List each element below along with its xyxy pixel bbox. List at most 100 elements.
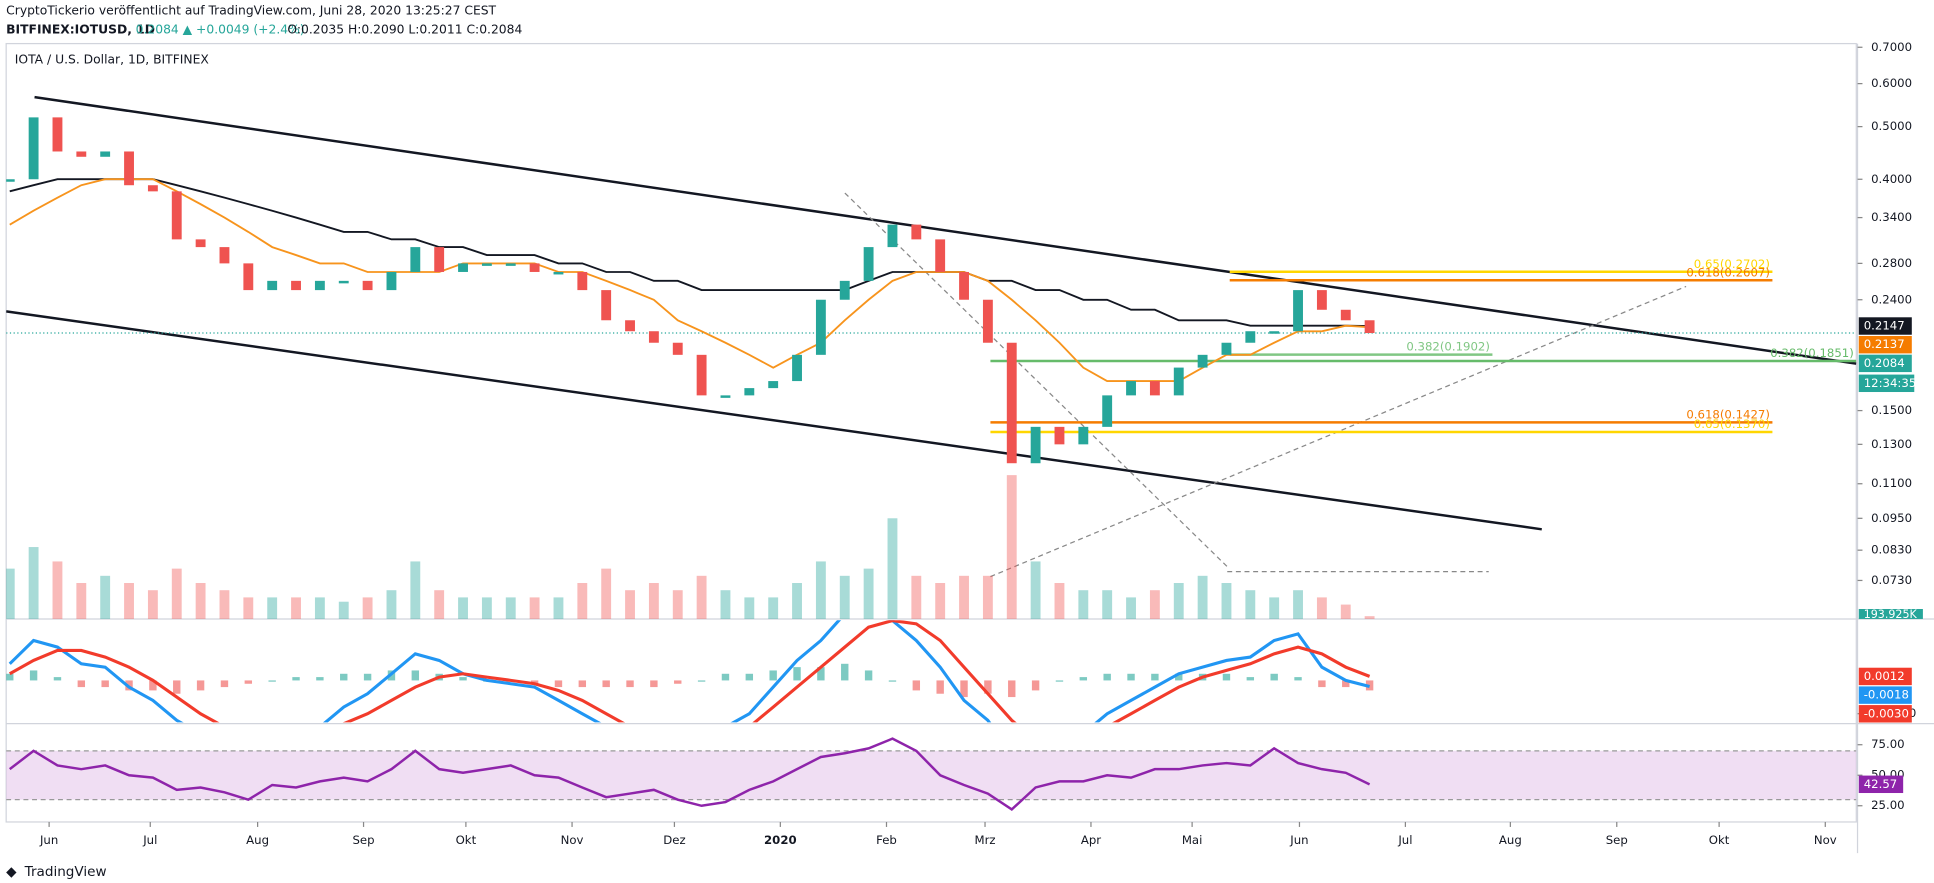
trend-line [6, 310, 1542, 531]
candle [672, 342, 683, 355]
y-tick-label: 0.0950 [1871, 511, 1912, 525]
histogram-bar [1055, 680, 1064, 682]
volume-bar [386, 590, 397, 619]
rsi-pane [6, 737, 1857, 811]
y-tick-label: 0.2400 [1871, 292, 1912, 306]
price-tag [1858, 667, 1912, 686]
candle [935, 239, 946, 272]
brand: ◆ [6, 864, 17, 880]
candle [720, 395, 731, 398]
x-tick-label: Okt [456, 833, 477, 847]
histogram-bar [340, 673, 348, 681]
x-tick-label: 2020 [764, 833, 797, 847]
volume-bar [815, 561, 826, 619]
histogram-bar [220, 680, 229, 688]
x-tick-label: Sep [353, 833, 375, 847]
candle [887, 224, 898, 248]
candle [481, 263, 492, 266]
volume-bar [1173, 583, 1184, 619]
candle [291, 280, 301, 291]
countdown: 12:34:35 [1864, 376, 1917, 390]
volume-bar [6, 568, 15, 619]
macd-pane [6, 620, 1374, 723]
histogram-bar [29, 670, 38, 681]
volume-bar [219, 590, 230, 619]
volume-bar [76, 583, 87, 619]
y-tick-label: 0.4000 [1871, 172, 1912, 186]
histogram-bar [1151, 673, 1159, 681]
histogram-bar [1222, 673, 1231, 681]
histogram-bar [6, 673, 14, 681]
volume-bar [1245, 590, 1256, 619]
volume-bar [1126, 597, 1136, 619]
y-tick-label: 75.00 [1871, 737, 1905, 751]
volume-bar [672, 590, 683, 619]
fib-label: 0.382(0.1902) [1406, 340, 1490, 354]
volume-bar [1364, 616, 1375, 619]
volume-bar [1316, 597, 1327, 619]
price-tag [1858, 335, 1912, 354]
volume-bar [28, 547, 39, 619]
candle [1245, 331, 1256, 343]
candle [362, 280, 373, 291]
volume-bar [505, 597, 516, 619]
candle [1269, 331, 1280, 334]
histogram-bar [244, 680, 253, 684]
price-tag [1858, 317, 1912, 335]
candle [1030, 426, 1041, 464]
histogram-bar [149, 680, 157, 691]
volume-bar [124, 583, 134, 619]
volume-bar [1269, 597, 1280, 619]
price-tag-label: 42.57 [1864, 777, 1898, 791]
x-tick-label: Nov [1814, 833, 1837, 847]
histogram-bar [936, 680, 944, 694]
candle [76, 151, 87, 157]
histogram-bar [530, 680, 539, 684]
plot-border [5, 42, 1857, 823]
volume-bar [553, 597, 564, 619]
histogram-bar [53, 677, 62, 681]
macd-line [8, 620, 1370, 723]
fib-label: 0.65(0.2702) [1694, 257, 1770, 271]
candle [52, 117, 63, 152]
y-tick-label: 0.2800 [1871, 256, 1912, 270]
volume-tag-label: 193.925K [1864, 608, 1918, 621]
volume-bar [195, 583, 206, 619]
volume-bar [1293, 590, 1303, 619]
trend-line [34, 95, 1857, 365]
volume-bar [792, 583, 802, 619]
candle [601, 290, 612, 321]
candle [1006, 342, 1017, 464]
histogram-bar [888, 680, 897, 682]
y-tick-label: 25.00 [1871, 798, 1905, 812]
candle [744, 388, 755, 396]
histogram-bar [411, 670, 420, 681]
y-tick-label: 0.0730 [1871, 573, 1912, 587]
histogram-bar [1079, 677, 1088, 681]
volume-bar [863, 568, 874, 619]
brand: TradingView [24, 864, 107, 880]
candle [768, 381, 779, 389]
volume-bar [434, 590, 445, 619]
x-tick-label: Jun [1289, 833, 1308, 847]
price-tag-label: -0.0030 [1864, 706, 1909, 720]
candle [195, 239, 206, 248]
volume-bar [243, 597, 254, 619]
histogram-bar [1031, 680, 1040, 691]
candle [219, 247, 230, 264]
volume-bar [696, 575, 707, 619]
candle [696, 354, 707, 396]
candle [553, 271, 564, 275]
chart-title: IOTA / U.S. Dollar, 1D, BITFINEX [15, 51, 210, 66]
histogram-bar [459, 677, 467, 681]
x-tick-label: Jul [142, 833, 157, 847]
candle [529, 263, 540, 272]
volume-bar [911, 575, 922, 619]
histogram-bar [316, 677, 324, 681]
candle [410, 247, 421, 272]
histogram-bar [173, 680, 181, 694]
x-tick-label: Okt [1709, 833, 1730, 847]
histogram-bar [1127, 673, 1135, 681]
